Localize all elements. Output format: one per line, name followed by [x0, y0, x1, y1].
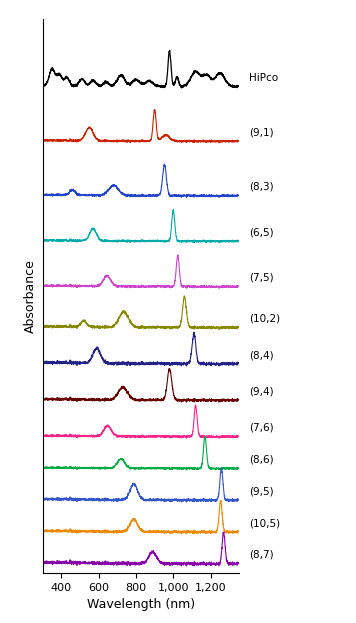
X-axis label: Wavelength (nm): Wavelength (nm) — [87, 599, 195, 611]
Text: (10,5): (10,5) — [250, 518, 281, 528]
Text: HiPco: HiPco — [250, 73, 278, 83]
Text: (8,6): (8,6) — [250, 455, 274, 465]
Text: (9,5): (9,5) — [250, 487, 274, 497]
Text: (8,7): (8,7) — [250, 550, 274, 560]
Text: (8,4): (8,4) — [250, 350, 274, 360]
Text: (6,5): (6,5) — [250, 227, 274, 237]
Text: (7,6): (7,6) — [250, 423, 274, 433]
Text: (8,3): (8,3) — [250, 182, 274, 192]
Y-axis label: Absorbance: Absorbance — [24, 259, 37, 333]
Text: (7,5): (7,5) — [250, 273, 274, 283]
Text: (9,4): (9,4) — [250, 386, 274, 396]
Text: (10,2): (10,2) — [250, 313, 281, 324]
Text: (9,1): (9,1) — [250, 127, 274, 137]
